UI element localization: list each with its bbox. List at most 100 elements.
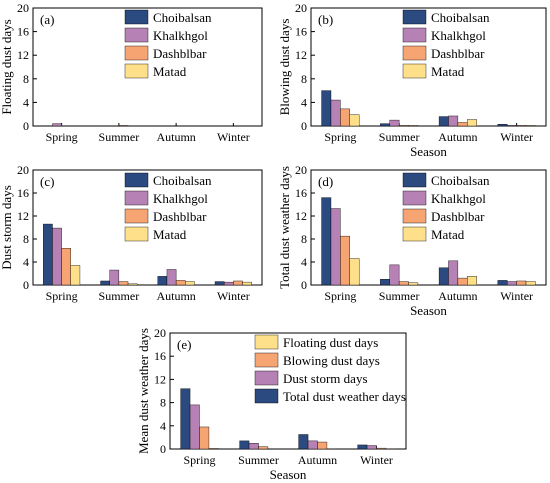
x-tick-label-autumn: Autumn xyxy=(438,130,477,144)
x-tick-label-summer: Summer xyxy=(99,289,140,303)
plot-frame xyxy=(310,7,547,127)
legend-swatch-choibalsan xyxy=(124,172,149,188)
panel-label: (d) xyxy=(318,174,333,189)
x-tick-label-autumn: Autumn xyxy=(156,289,195,303)
bar-khalkhgol-summer xyxy=(109,269,120,286)
legend-swatch-khalkhgol xyxy=(124,27,149,43)
bar-dashblbar-summer xyxy=(398,281,409,286)
bar-khalkhgol-autumn xyxy=(166,269,177,286)
legend-label-matad: Matad xyxy=(431,227,465,242)
legend-swatch-total-dust-weather-days xyxy=(254,388,279,404)
y-tick-label: 20 xyxy=(17,163,29,177)
bar-dashblbar-winter xyxy=(516,280,527,286)
y-axis-label: Blowing dust days xyxy=(277,19,292,116)
x-axis-label: Season xyxy=(410,303,447,318)
y-tick-label: 16 xyxy=(295,186,307,200)
bar-choibalsan-spring xyxy=(321,197,332,286)
legend-label-choibalsan: Choibalsan xyxy=(431,10,490,25)
x-tick-label-autumn: Autumn xyxy=(156,130,195,144)
panel-label: (a) xyxy=(40,12,54,27)
y-tick-label: 8 xyxy=(23,232,29,246)
legend-swatch-matad xyxy=(402,226,427,242)
legend-swatch-matad xyxy=(124,63,149,79)
y-tick-label: 12 xyxy=(295,48,307,62)
x-tick-label-spring: Spring xyxy=(46,130,78,144)
legend-swatch-matad xyxy=(402,63,427,79)
x-tick-label-autumn: Autumn xyxy=(438,289,477,303)
bar-dust-storm-days-summer xyxy=(248,443,259,450)
bar-matad-spring xyxy=(70,265,81,286)
x-tick-label-autumn: Autumn xyxy=(298,453,337,467)
bar-dashblbar-winter xyxy=(516,125,527,127)
x-tick-label-winter: Winter xyxy=(500,130,533,144)
plot-frame xyxy=(32,7,263,127)
plot-frame xyxy=(32,169,263,286)
y-tick-label: 8 xyxy=(301,72,307,86)
y-tick-label: 4 xyxy=(160,419,166,433)
legend-swatch-dashblbar xyxy=(402,208,427,224)
legend-swatch-choibalsan xyxy=(402,9,427,25)
bar-khalkhgol-autumn xyxy=(448,115,459,127)
x-tick-label-summer: Summer xyxy=(238,453,279,467)
y-tick-label: 20 xyxy=(295,1,307,15)
plot-frame xyxy=(310,169,547,286)
legend-label-dashblbar: Dashblbar xyxy=(431,209,485,224)
panel-label: (b) xyxy=(318,12,333,27)
legend-swatch-khalkhgol xyxy=(124,190,149,206)
legend-label-floating-dust-days: Floating dust days xyxy=(283,335,378,350)
legend-label-khalkhgol: Khalkhgol xyxy=(153,28,208,43)
y-tick-label: 0 xyxy=(23,119,29,133)
legend: Choibalsan Khalkhgol Dashblbar Matad xyxy=(402,9,490,79)
x-tick-label-winter: Winter xyxy=(360,453,393,467)
y-tick-label: 12 xyxy=(154,372,166,386)
legend-label-khalkhgol: Khalkhgol xyxy=(153,191,208,206)
y-tick-label: 4 xyxy=(23,95,29,109)
panel-label: (e) xyxy=(177,337,191,352)
panel-label: (c) xyxy=(40,174,54,189)
bar-matad-spring xyxy=(349,114,360,127)
panel-e: 0 4 8 12 16 20 Spring Summer Autumn Winter (e) Mean… xyxy=(136,326,407,482)
x-tick-label-spring: Spring xyxy=(324,130,356,144)
legend-label-dashblbar: Dashblbar xyxy=(431,46,485,61)
bar-matad-winter xyxy=(525,281,536,286)
legend-swatch-blowing-dust-days xyxy=(254,352,279,368)
y-tick-label: 0 xyxy=(23,278,29,292)
legend-label-dust-storm-days: Dust storm days xyxy=(283,371,368,386)
x-tick-label-winter: Winter xyxy=(217,130,250,144)
x-axis-label: Season xyxy=(410,144,447,159)
bar-choibalsan-autumn xyxy=(157,276,168,286)
bar-floating-dust-days-spring xyxy=(208,448,219,450)
panel-b: 0 4 8 12 16 20 Spring Summer Autumn Winter (b) Blow… xyxy=(277,1,547,159)
bar-dust-storm-days-autumn xyxy=(307,440,318,450)
x-tick-label-winter: Winter xyxy=(500,289,533,303)
bar-dashblbar-spring xyxy=(61,247,71,286)
bar-khalkhgol-autumn xyxy=(448,260,459,286)
bar-choibalsan-winter xyxy=(497,124,508,127)
legend-swatch-choibalsan xyxy=(124,9,149,25)
legend-label-khalkhgol: Khalkhgol xyxy=(431,191,486,206)
legend: Floating dust days Blowing dust days Dust … xyxy=(254,334,406,404)
y-axis-label: Dust storm days xyxy=(0,185,14,270)
legend-swatch-dashblbar xyxy=(124,208,149,224)
legend-swatch-dashblbar xyxy=(402,45,427,61)
bar-dust-storm-days-spring xyxy=(189,404,200,450)
bar-khalkhgol-winter xyxy=(507,125,517,127)
bar-matad-winter xyxy=(525,125,536,127)
y-tick-label: 16 xyxy=(295,25,307,39)
bar-blowing-dust-days-summer xyxy=(258,446,269,450)
panel-d: 0 4 8 12 16 20 Spring Summer Autumn Winter (d) Tota… xyxy=(277,163,547,318)
bar-matad-summer xyxy=(127,283,138,286)
y-tick-label: 8 xyxy=(301,232,307,246)
bar-dashblbar-winter xyxy=(233,280,243,286)
legend-label-matad: Matad xyxy=(153,227,187,242)
bar-choibalsan-spring xyxy=(43,223,53,286)
bar-blowing-dust-days-winter xyxy=(376,447,387,450)
bar-matad-summer xyxy=(408,125,419,127)
bar-matad-autumn xyxy=(467,119,477,127)
bar-khalkhgol-winter xyxy=(507,281,517,286)
legend-label-dashblbar: Dashblbar xyxy=(153,209,207,224)
bar-khalkhgol-winter xyxy=(224,281,234,286)
bar-khalkhgol-spring xyxy=(330,99,341,127)
legend-swatch-khalkhgol xyxy=(402,190,427,206)
bar-dashblbar-summer xyxy=(398,125,409,127)
